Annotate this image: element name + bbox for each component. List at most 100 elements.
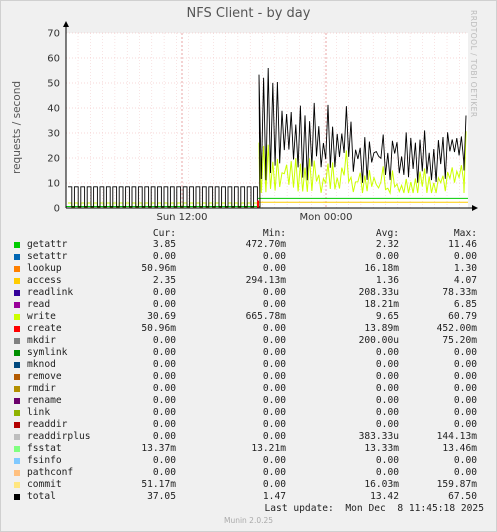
legend-max: 1.30 <box>453 263 477 274</box>
legend-row: readdirplus 0.00 0.00 383.33u 144.13m <box>0 431 497 443</box>
y-axis-arrow <box>63 21 69 27</box>
x-axis-arrow <box>472 205 478 211</box>
munin-version: Munin 2.0.25 <box>223 516 274 525</box>
legend-swatch <box>14 302 20 308</box>
legend-avg: 2.32 <box>375 239 399 250</box>
legend-avg: 18.21m <box>364 299 399 310</box>
legend-name: pathconf <box>27 467 74 478</box>
legend-swatch <box>14 374 20 380</box>
legend-max: 13.46m <box>442 443 477 454</box>
legend-header-max: Max: <box>453 228 477 239</box>
legend-max: 0.00 <box>453 467 477 478</box>
legend-max: 0.00 <box>453 383 477 394</box>
y-tick-label: 50 <box>47 79 60 90</box>
legend-row: rename 0.00 0.00 0.00 0.00 <box>0 395 497 407</box>
legend-cur: 30.69 <box>147 311 176 322</box>
legend-name: remove <box>27 371 62 382</box>
legend-row: fsstat 13.37m 13.21m 13.33m 13.46m <box>0 443 497 455</box>
legend-max: 60.79 <box>448 311 477 322</box>
last-update: Last update: Mon Dec 8 11:45:18 2025 <box>264 503 485 514</box>
legend-avg: 0.00 <box>375 371 399 382</box>
legend-max: 6.85 <box>453 299 477 310</box>
legend-name: mkdir <box>27 335 56 346</box>
legend-min: 13.21m <box>251 443 286 454</box>
legend-min: 0.00 <box>262 299 286 310</box>
legend-row: readdir 0.00 0.00 0.00 0.00 <box>0 419 497 431</box>
legend-name: link <box>27 407 51 418</box>
legend-max: 78.33m <box>442 287 477 298</box>
legend-min: 0.00 <box>262 383 286 394</box>
legend-avg: 200.00u <box>358 335 399 346</box>
legend-name: readdirplus <box>27 431 91 442</box>
legend-row: mknod 0.00 0.00 0.00 0.00 <box>0 359 497 371</box>
legend-avg: 383.33u <box>358 431 399 442</box>
legend-name: fsinfo <box>27 455 62 466</box>
legend-name: fsstat <box>27 443 62 454</box>
legend-max: 452.00m <box>436 323 477 334</box>
legend-max: 0.00 <box>453 407 477 418</box>
x-tick-label: Sun 12:00 <box>156 212 207 223</box>
legend-cur: 0.00 <box>152 335 176 346</box>
legend-swatch <box>14 446 20 452</box>
legend-max: 75.20m <box>442 335 477 346</box>
legend-cur: 13.37m <box>141 443 176 454</box>
legend-max: 11.46 <box>448 239 477 250</box>
legend-row: commit 51.17m 0.00 16.03m 159.87m <box>0 479 497 491</box>
legend-name: setattr <box>27 251 68 262</box>
legend-swatch <box>14 470 20 476</box>
legend-cur: 0.00 <box>152 299 176 310</box>
y-tick-label: 60 <box>47 54 60 65</box>
legend-avg: 0.00 <box>375 395 399 406</box>
legend-avg: 0.00 <box>375 383 399 394</box>
legend-row: setattr 0.00 0.00 0.00 0.00 <box>0 251 497 263</box>
legend-min: 665.78m <box>245 311 286 322</box>
legend-cur: 0.00 <box>152 455 176 466</box>
legend-min: 0.00 <box>262 263 286 274</box>
legend-swatch <box>14 338 20 344</box>
legend-min: 0.00 <box>262 323 286 334</box>
legend-swatch <box>14 290 20 296</box>
legend-name: create <box>27 323 62 334</box>
y-tick-label: 20 <box>47 154 60 165</box>
legend-min: 0.00 <box>262 251 286 262</box>
legend-max: 0.00 <box>453 347 477 358</box>
legend-avg: 9.65 <box>375 311 399 322</box>
legend-name: rename <box>27 395 62 406</box>
legend-name: write <box>27 311 56 322</box>
legend-row: access 2.35 294.13m 1.36 4.07 <box>0 275 497 287</box>
legend-min: 0.00 <box>262 371 286 382</box>
legend-swatch <box>14 266 20 272</box>
legend-row: remove 0.00 0.00 0.00 0.00 <box>0 371 497 383</box>
legend-name: getattr <box>27 239 68 250</box>
legend-avg: 0.00 <box>375 347 399 358</box>
y-tick-label: 30 <box>47 129 60 140</box>
legend-cur: 50.96m <box>141 323 176 334</box>
chart-svg: 0 10 20 30 40 50 60 70 Sun 12:00 Mon 00:00 <box>47 21 478 223</box>
legend-max: 0.00 <box>453 395 477 406</box>
legend-header-cur: Cur: <box>152 228 176 239</box>
legend-min: 0.00 <box>262 335 286 346</box>
legend-name: commit <box>27 479 62 490</box>
legend-name: lookup <box>27 263 62 274</box>
legend-name: total <box>27 491 56 502</box>
legend-name: readlink <box>27 287 74 298</box>
legend-row: fsinfo 0.00 0.00 0.00 0.00 <box>0 455 497 467</box>
legend-min: 0.00 <box>262 359 286 370</box>
y-tick-label: 70 <box>47 29 60 40</box>
legend-min: 0.00 <box>262 431 286 442</box>
legend-swatch <box>14 494 20 500</box>
legend-avg: 0.00 <box>375 419 399 430</box>
legend-row: rmdir 0.00 0.00 0.00 0.00 <box>0 383 497 395</box>
legend-avg: 0.00 <box>375 359 399 370</box>
legend-avg: 0.00 <box>375 251 399 262</box>
legend-min: 0.00 <box>262 347 286 358</box>
legend-swatch <box>14 386 20 392</box>
legend-max: 144.13m <box>436 431 477 442</box>
legend-max: 4.07 <box>453 275 477 286</box>
legend-header-avg: Avg: <box>375 228 399 239</box>
legend-swatch <box>14 434 20 440</box>
legend-cur: 0.00 <box>152 419 176 430</box>
legend-swatch <box>14 458 20 464</box>
legend-cur: 50.96m <box>141 263 176 274</box>
legend-name: readdir <box>27 419 68 430</box>
